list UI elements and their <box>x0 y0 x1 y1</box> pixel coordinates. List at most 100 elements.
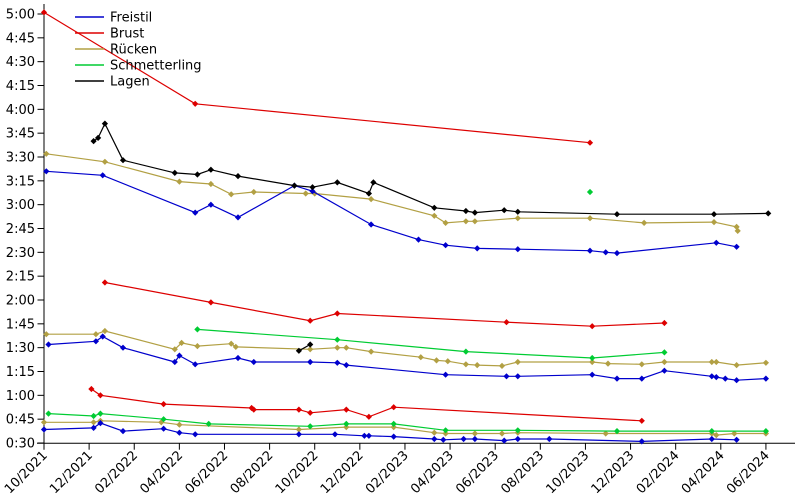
data-point-brust-mid <box>503 319 510 326</box>
x-tick-label: 12/2023 <box>589 448 638 497</box>
series-ruecken-mid <box>43 327 769 369</box>
data-point-freistil-mid <box>733 377 740 384</box>
x-axis: 10/202112/202102/202204/202206/202208/20… <box>2 443 773 497</box>
data-point-lagen-long <box>471 209 478 216</box>
data-point-brust-mid <box>589 323 596 330</box>
data-point-freistil-long <box>99 172 106 179</box>
x-tick-label-text: 08/2022 <box>228 448 277 497</box>
series-ruecken-short <box>40 417 769 439</box>
y-tick-label: 4:00 <box>6 103 35 118</box>
data-point-freistil-mid <box>307 358 314 366</box>
data-point-brust-short <box>88 385 95 393</box>
data-point-freistil-short <box>119 428 127 435</box>
data-point-ruecken-mid <box>43 331 50 338</box>
data-point-schmetterling-short <box>307 423 314 430</box>
y-tick-label: 1:30 <box>6 341 35 356</box>
x-tick-label-text: 04/2022 <box>137 448 186 497</box>
data-point-ruecken-mid <box>433 357 440 364</box>
x-tick-label: 10/2021 <box>2 448 51 497</box>
series-brust-short <box>88 385 645 424</box>
data-point-freistil-long <box>43 168 50 175</box>
data-point-lagen-long <box>613 211 621 218</box>
data-point-lagen-long <box>291 182 298 189</box>
data-point-schmetterling-short <box>442 427 449 434</box>
series-freistil-short <box>40 420 740 445</box>
data-point-freistil-mid <box>334 359 341 366</box>
data-point-lagen-long <box>334 179 341 186</box>
data-point-freistil-short <box>97 420 104 427</box>
data-point-ruecken-short <box>176 421 183 428</box>
data-point-ruecken-long <box>101 158 108 165</box>
data-point-schmetterling-mid <box>661 349 668 356</box>
data-point-ruecken-long <box>442 219 449 226</box>
data-point-lagen-long <box>431 204 438 211</box>
data-point-schmetterling-mid <box>589 354 596 362</box>
data-point-ruecken-mid <box>101 327 108 335</box>
data-point-ruecken-mid <box>171 346 178 353</box>
data-point-ruecken-short <box>602 430 609 437</box>
data-point-freistil-mid <box>250 358 257 366</box>
x-tick-label: 06/2022 <box>183 448 232 497</box>
data-point-freistil-mid <box>442 371 449 378</box>
data-point-freistil-long <box>613 250 621 257</box>
data-point-lagen-long <box>365 190 372 197</box>
y-tick-label: 0:30 <box>6 436 35 451</box>
data-point-freistil-long <box>234 214 242 221</box>
data-point-ruecken-long <box>462 218 469 225</box>
legend-item-lagen: Lagen <box>75 75 150 90</box>
data-point-freistil-long <box>192 209 199 216</box>
data-point-freistil-short <box>365 432 372 439</box>
data-point-lagen-long <box>309 184 316 191</box>
series-line-freistil-mid <box>48 335 766 381</box>
series-line-ruecken-mid <box>46 330 766 367</box>
series-line-schmetterling-mid <box>197 328 665 359</box>
legend-label: Schmetterling <box>110 59 202 74</box>
data-point-brust-short <box>343 406 350 413</box>
data-point-freistil-short <box>361 432 368 439</box>
x-tick-label: 06/2023 <box>453 448 502 497</box>
data-point-ruecken-long <box>250 188 257 196</box>
data-point-brust-short <box>97 392 104 399</box>
data-point-freistil-mid <box>192 361 199 368</box>
data-point-ruecken-short <box>343 424 350 431</box>
data-point-lagen-long <box>90 138 97 145</box>
x-tick-label: 10/2023 <box>543 448 592 497</box>
y-tick-label: 2:00 <box>6 293 35 308</box>
data-point-ruecken-mid <box>194 343 201 350</box>
y-tick-label: 4:30 <box>6 55 35 70</box>
data-point-lagen-long <box>462 207 469 215</box>
series-brust-mid <box>101 279 668 330</box>
data-point-ruecken-long <box>514 215 521 222</box>
data-point-freistil-short <box>295 431 302 438</box>
x-tick-label-text: 12/2023 <box>589 448 638 497</box>
series-freistil-mid <box>45 333 769 384</box>
data-point-freistil-short <box>390 433 397 440</box>
data-point-ruecken-short <box>731 430 738 437</box>
series-line-ruecken-long <box>46 153 739 232</box>
data-point-lagen-long <box>710 211 718 218</box>
legend-label: Freistil <box>110 11 152 26</box>
y-tick-label: 3:15 <box>6 174 35 189</box>
series-schmetterling-long <box>586 188 594 196</box>
data-point-ruecken-mid <box>708 358 715 366</box>
data-point-ruecken-mid <box>368 348 375 355</box>
data-point-brust-mid <box>307 317 314 324</box>
data-point-freistil-short <box>192 431 199 438</box>
data-point-ruecken-short <box>40 419 48 426</box>
y-tick-label: 1:00 <box>6 389 35 404</box>
data-point-freistil-mid <box>234 354 242 362</box>
data-point-brust-short <box>307 409 314 416</box>
data-point-freistil-mid <box>661 367 668 374</box>
data-point-freistil-mid <box>589 371 596 378</box>
data-point-freistil-mid <box>119 344 127 351</box>
data-point-lagen-long <box>501 207 508 214</box>
data-point-freistil-mid <box>762 375 769 382</box>
legend-item-schmetterling: Schmetterling <box>75 59 202 74</box>
data-point-freistil-short <box>176 429 183 436</box>
x-tick-label-text: 02/2022 <box>92 448 141 497</box>
x-tick-label-text: 04/2024 <box>679 448 728 497</box>
data-point-lagen-long <box>207 166 214 173</box>
series-schmetterling-mid <box>194 326 668 362</box>
x-tick-label-text: 02/2024 <box>634 448 683 497</box>
x-tick-label-text: 12/2022 <box>318 448 367 497</box>
